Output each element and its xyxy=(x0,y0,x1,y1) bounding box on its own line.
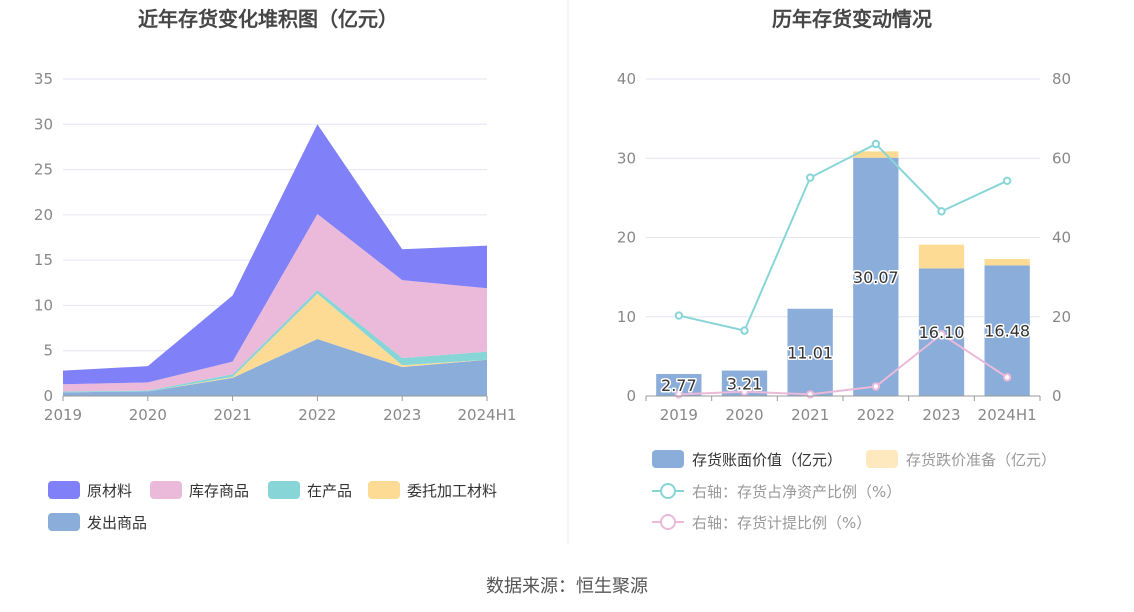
line-point xyxy=(871,139,881,149)
bar-book-value xyxy=(656,374,702,396)
right-y-right-tick-label: 40 xyxy=(1052,229,1071,247)
legend-swatch xyxy=(652,450,684,468)
left-chart-title: 近年存货变化堆积图（亿元） xyxy=(138,7,398,31)
line-右轴：存货计提比例（%） xyxy=(678,332,1008,396)
right-x-tick-label: 2022 xyxy=(857,406,895,424)
left-y-tick-label: 25 xyxy=(34,161,53,179)
line-右轴：存货占净资产比例（%） xyxy=(678,142,1008,332)
bar-value-label: 16.48 xyxy=(984,322,1030,341)
legend-line-point xyxy=(660,483,676,499)
left-area-series xyxy=(63,124,487,396)
right-line-series xyxy=(674,139,1012,399)
right-bar-value-labels: 2.77 3.21 11.01 30.07 16.10 16.48 xyxy=(660,266,1032,396)
bar-impairment xyxy=(984,259,1030,266)
right-y-right-tick-label: 60 xyxy=(1052,149,1071,167)
right-legend: 存货账面价值（亿元） 存货跌价准备（亿元） 右轴：存货占净资产比例（%） 右轴：存货计… xyxy=(652,450,1056,532)
line-point xyxy=(937,329,946,339)
left-x-tick-label: 2022 xyxy=(298,406,336,424)
right-y-left-tick-label: 0 xyxy=(626,387,636,405)
left-x-tick-label: 2019 xyxy=(44,406,82,424)
left-x-tick-label: 2024H1 xyxy=(458,406,517,424)
right-y-left-tick-label: 40 xyxy=(617,70,636,88)
left-y-tick-label: 35 xyxy=(34,70,53,88)
line-point xyxy=(937,207,946,216)
left-y-tick-label: 20 xyxy=(34,206,53,224)
right-axes: 0 10 20 30 40 0 20 40 60 80 2019 2020 2021 2022 2023 20… xyxy=(617,70,1071,424)
right-y-right-tick-label: 20 xyxy=(1052,308,1071,326)
area-原材料 xyxy=(63,124,487,385)
bar-value-label: 30.07 xyxy=(853,268,899,287)
bar-value-label: 3.21 xyxy=(727,374,763,393)
legend-swatch xyxy=(48,513,80,531)
right-x-tick-label: 2020 xyxy=(725,406,763,424)
area-发出商品 xyxy=(63,338,487,396)
legend-swatch xyxy=(150,481,182,499)
bar-impairment xyxy=(918,244,965,269)
source-label: 数据来源：恒生聚源 xyxy=(486,576,648,597)
right-y-left-tick-label: 30 xyxy=(617,149,636,167)
legend-label: 库存商品 xyxy=(189,482,249,500)
right-bar-series xyxy=(656,151,1030,396)
stacked-area-chart: 近年存货变化堆积图（亿元） 0 5 10 15 20 25 30 35 2019 2020 2021… xyxy=(34,7,517,532)
line-point xyxy=(674,311,684,320)
line-point xyxy=(740,387,749,396)
right-x-tick-label: 2021 xyxy=(791,406,829,424)
legend-label: 存货跌价准备（亿元） xyxy=(906,451,1056,469)
left-y-tick-label: 10 xyxy=(34,296,53,314)
line-point xyxy=(1002,176,1012,186)
right-x-tick-label: 2024H1 xyxy=(978,406,1037,424)
right-x-tick-label: 2023 xyxy=(922,406,960,424)
left-y-tick-label: 15 xyxy=(34,251,53,269)
legend-label: 原材料 xyxy=(87,482,132,500)
right-grid xyxy=(646,78,1040,318)
line-point xyxy=(805,390,815,399)
legend-label: 委托加工材料 xyxy=(407,482,497,500)
bar-book-value xyxy=(787,308,833,396)
right-y-right-tick-label: 80 xyxy=(1052,70,1071,88)
legend-label: 存货账面价值（亿元） xyxy=(692,451,842,469)
line-point xyxy=(1002,373,1012,382)
area-库存商品 xyxy=(63,213,487,392)
legend-swatch xyxy=(866,450,898,468)
left-x-tick-label: 2021 xyxy=(214,406,252,424)
legend-swatch xyxy=(48,481,80,499)
right-chart-title: 历年存货变动情况 xyxy=(772,7,932,31)
line-point xyxy=(740,326,749,335)
bar-book-value xyxy=(853,157,899,396)
right-y-left-tick-label: 10 xyxy=(617,308,636,326)
bar-value-label: 16.10 xyxy=(919,323,965,342)
bar-value-label: 11.01 xyxy=(787,343,833,362)
right-y-right-tick-label: 0 xyxy=(1052,387,1062,405)
left-x-tick-label: 2020 xyxy=(129,406,167,424)
legend-swatch xyxy=(368,481,400,499)
left-axes: 0 5 10 15 20 25 30 35 2019 2020 2021 2022 2023 2024H1 xyxy=(34,70,517,424)
legend-line-point xyxy=(660,514,676,530)
legend-label: 在产品 xyxy=(307,482,352,500)
bar-line-combo-chart: 历年存货变动情况 2.77 3.21 11.01 30.07 16.10 16.48 0 1… xyxy=(617,7,1071,532)
legend-label: 右轴：存货占净资产比例（%） xyxy=(692,483,901,501)
right-x-tick-label: 2019 xyxy=(660,406,698,424)
line-point xyxy=(805,173,815,182)
left-y-tick-label: 0 xyxy=(43,387,53,405)
line-point xyxy=(871,382,881,391)
left-x-tick-label: 2023 xyxy=(383,406,421,424)
legend-label: 发出商品 xyxy=(87,514,147,532)
right-y-left-tick-label: 20 xyxy=(617,229,636,247)
bar-impairment xyxy=(853,151,899,158)
bar-value-label: 2.77 xyxy=(661,376,697,395)
legend-swatch xyxy=(268,481,300,499)
legend-label: 右轴：存货计提比例（%） xyxy=(692,514,871,532)
left-y-tick-label: 5 xyxy=(43,342,53,360)
left-y-tick-label: 30 xyxy=(34,115,53,133)
area-委托加工材料 xyxy=(63,293,487,393)
